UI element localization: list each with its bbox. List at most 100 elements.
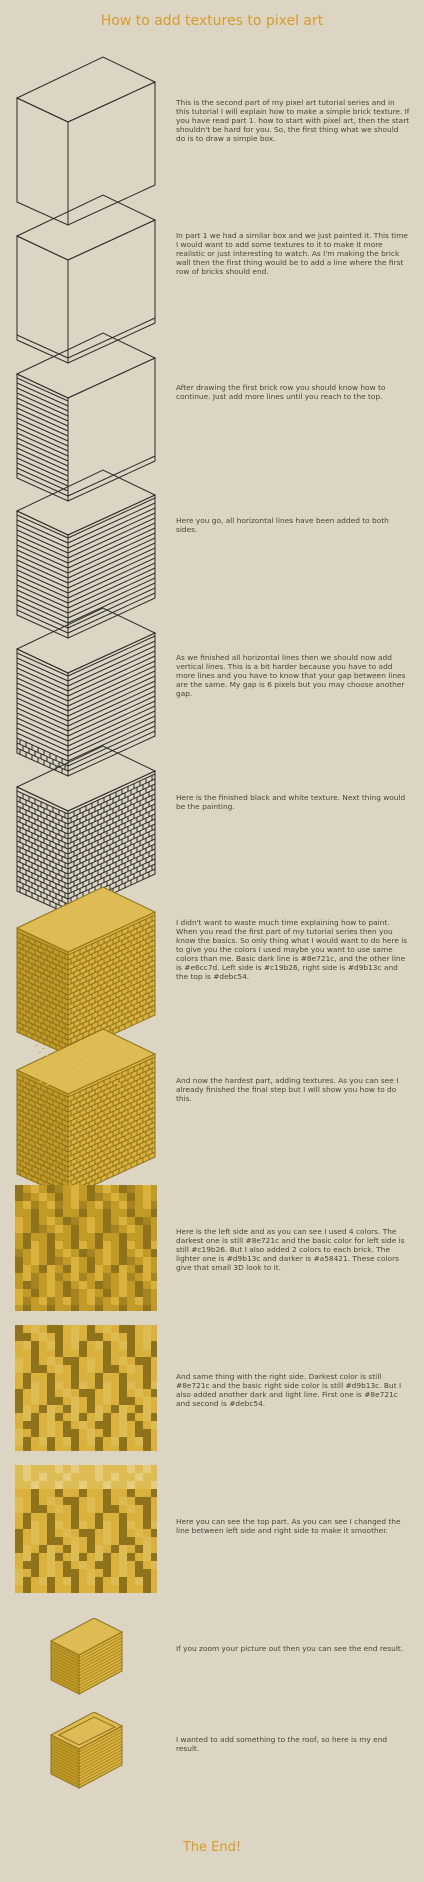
zoom-pixel: [71, 1305, 79, 1311]
zoom-pixel: [127, 1225, 135, 1233]
small-brick-line: [50, 1740, 80, 1756]
zoom-pixel: [95, 1421, 103, 1429]
zoom-pixel: [47, 1413, 55, 1421]
small-brick-line: [50, 1673, 80, 1689]
zoom-pixel: [119, 1585, 127, 1593]
zoom-pixel: [55, 1521, 63, 1529]
zoom-pixel: [143, 1465, 151, 1473]
zoom-pixel: [47, 1397, 55, 1405]
zoom-pixel: [143, 1341, 151, 1349]
step-description: This is the second part of my pixel art …: [176, 98, 410, 143]
zoom-pixel: [151, 1489, 157, 1497]
zoom-pixel: [23, 1381, 31, 1389]
brick-row-line: [16, 885, 69, 910]
zoom-pixel: [103, 1249, 111, 1257]
zoom-pixel: [143, 1241, 151, 1249]
small-brick-line: [78, 1652, 123, 1677]
zoom-pixel: [71, 1413, 79, 1421]
small-brick-line: [78, 1664, 123, 1689]
brick-row-line: [16, 652, 69, 677]
brick-row-line: [16, 800, 69, 825]
brick-row-line: [16, 539, 69, 564]
top-texture-mark: [78, 1082, 81, 1083]
zoom-pixel: [63, 1481, 71, 1489]
zoom-pixel: [135, 1437, 143, 1445]
zoom-pixel: [15, 1497, 23, 1505]
zoom-pixel: [103, 1341, 111, 1349]
zoom-pixel: [31, 1481, 39, 1489]
brick-row-line: [16, 657, 69, 682]
zoom-pixel: [55, 1505, 63, 1513]
zoom-pixel: [63, 1249, 71, 1257]
zoom-pixel: [15, 1569, 23, 1577]
brick-row-line: [16, 865, 69, 890]
zoom-pixel: [55, 1397, 63, 1405]
brick-row-line: [67, 710, 156, 752]
brick-row-line: [16, 825, 69, 850]
zoom-pixel: [71, 1265, 79, 1273]
zoom-pixel: [135, 1357, 143, 1365]
brick-row-line: [67, 660, 156, 702]
zoom-pixel: [111, 1225, 119, 1233]
small-brick-line: [50, 1649, 80, 1665]
zoom-pixel: [127, 1193, 135, 1201]
zoom-pixel: [103, 1397, 111, 1405]
top-texture-mark: [82, 1078, 85, 1079]
zoom-pixel: [151, 1413, 157, 1421]
small-brick-line: [50, 1670, 80, 1686]
small-brick-line: [78, 1637, 123, 1662]
brick-row-line: [67, 542, 156, 584]
brick-row-line: [67, 665, 156, 707]
zoom-pixel: [31, 1397, 39, 1405]
brick-row-line: [16, 662, 69, 687]
zoom-pixel: [151, 1481, 157, 1489]
brick-row-line: [67, 848, 156, 890]
zoom-pixel: [79, 1241, 87, 1249]
zoom-pixel: [119, 1249, 127, 1257]
zoom-pixel: [119, 1389, 127, 1397]
zoom-pixel: [119, 1201, 127, 1209]
top-texture-mark: [112, 1058, 115, 1059]
zoom-pixel: [39, 1505, 47, 1513]
top-texture-mark: [110, 1080, 113, 1081]
zoom-pixel: [119, 1273, 127, 1281]
zoom-pixel: [111, 1365, 119, 1373]
brick-row-line: [67, 690, 156, 732]
zoom-pixel: [55, 1241, 63, 1249]
zoom-pixel: [103, 1209, 111, 1217]
zoom-pixel: [63, 1357, 71, 1365]
zoom-pixel: [119, 1497, 127, 1505]
zoom-pixel: [15, 1325, 23, 1333]
brick-row-line: [16, 1148, 69, 1173]
zoom-pixel: [55, 1333, 63, 1341]
brick-row-line: [67, 537, 156, 579]
small-brick-line: [78, 1667, 123, 1692]
zoom-pixel: [103, 1521, 111, 1529]
zoom-pixel: [79, 1465, 87, 1473]
zoom-pixel: [119, 1577, 127, 1585]
zoom-pixel: [31, 1529, 39, 1537]
brick-row-line: [16, 1016, 69, 1041]
small-brick-line: [78, 1728, 123, 1753]
zoom-pixel: [87, 1357, 95, 1365]
brick-row-line: [16, 936, 69, 961]
zoom-pixel: [71, 1545, 79, 1553]
zoom-pixel: [119, 1553, 127, 1561]
zoom-pixel: [103, 1289, 111, 1297]
zoom-pixel: [23, 1513, 31, 1521]
zoom-pixel: [63, 1389, 71, 1397]
brick-row-line: [16, 860, 69, 885]
zoom-pixel: [103, 1381, 111, 1389]
zoom-pixel: [87, 1333, 95, 1341]
brick-row-line: [16, 732, 69, 757]
zoom-pixel: [47, 1513, 55, 1521]
zoom-pixel: [87, 1577, 95, 1585]
zoom-pixel: [71, 1513, 79, 1521]
zoom-pixel: [127, 1257, 135, 1265]
zoom-pixel: [95, 1513, 103, 1521]
zoom-pixel: [55, 1465, 63, 1473]
zoom-pixel: [55, 1193, 63, 1201]
small-brick-line: [78, 1661, 123, 1686]
zoom-pixel: [119, 1265, 127, 1273]
brick-row-line: [16, 519, 69, 544]
